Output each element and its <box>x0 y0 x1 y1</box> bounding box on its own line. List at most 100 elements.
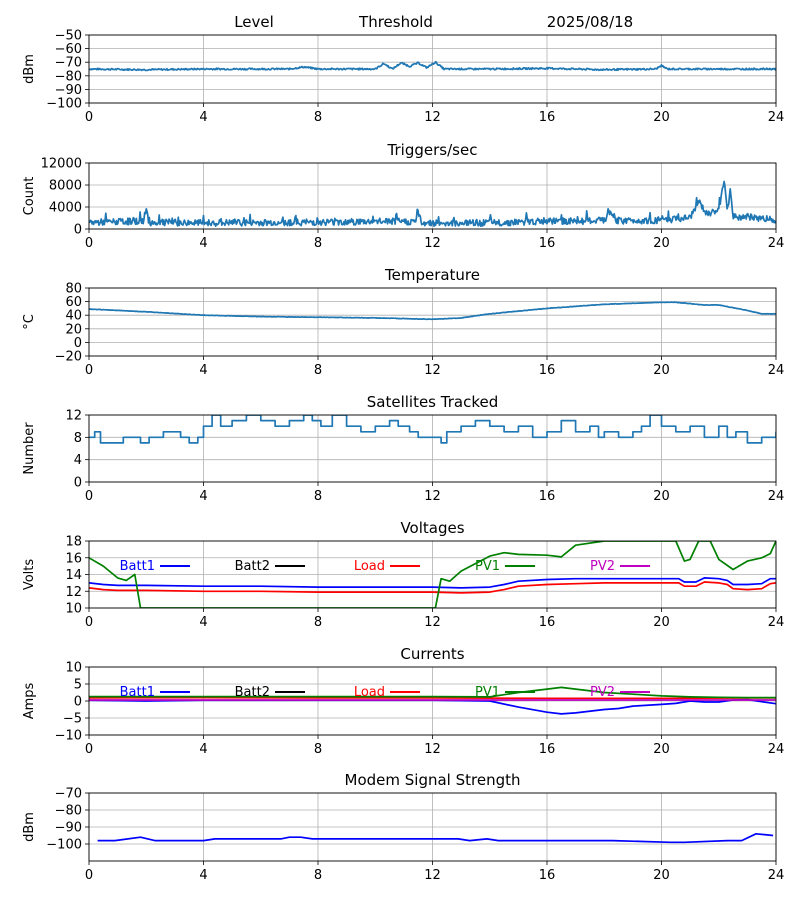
axes-frame <box>88 792 777 862</box>
legend-label: Batt2 <box>235 685 270 700</box>
chart-panel-6: 0 4 8 12 16 20 24 −100 −90 −80 −70 Modem Signal Str… <box>22 771 784 883</box>
x-tick-label: 8 <box>314 489 322 504</box>
x-tick-label: 20 <box>653 236 670 251</box>
y-tick-label: 60 <box>65 295 82 310</box>
axes-frame <box>88 287 777 357</box>
x-tick-label: 4 <box>199 489 207 504</box>
legend-label: PV2 <box>590 685 615 700</box>
y-tick-label: −100 <box>46 838 82 853</box>
legend-label: PV2 <box>590 559 615 574</box>
series-line-modem <box>97 832 774 844</box>
chart-panel-3: 0 4 8 12 16 20 24 0 4 8 12 Satellites Tracked Number <box>22 393 784 504</box>
series-line-load <box>89 581 776 594</box>
x-tick-label: 0 <box>85 363 93 378</box>
x-tick-label: 8 <box>314 110 322 125</box>
x-tick-label: 24 <box>768 489 785 504</box>
axes-frame <box>88 414 777 483</box>
chart-panel-0: 0 4 8 12 16 20 24 −100−90−80−70−60−50 dBm <box>22 29 784 126</box>
y-tick-label: 8000 <box>49 179 82 194</box>
legend-label: Batt1 <box>120 559 155 574</box>
x-tick-label: 12 <box>424 489 441 504</box>
y-axis-label: Number <box>22 422 37 475</box>
x-tick-label: 8 <box>314 363 322 378</box>
chart-title: Temperature <box>384 266 480 284</box>
chart-title: Satellites Tracked <box>367 393 498 411</box>
y-axis-label: Amps <box>22 682 37 719</box>
legend-label: Load <box>354 685 385 700</box>
x-tick-label: 16 <box>539 236 556 251</box>
y-tick-label: 80 <box>65 282 82 297</box>
x-tick-label: 20 <box>653 110 670 125</box>
x-tick-label: 20 <box>653 868 670 883</box>
x-tick-label: 24 <box>768 868 785 883</box>
x-tick-label: 12 <box>424 236 441 251</box>
x-tick-label: 4 <box>199 363 207 378</box>
y-tick-label: −70 <box>55 56 82 71</box>
y-tick-label: −10 <box>55 729 82 744</box>
y-tick-label: 0 <box>74 223 82 238</box>
y-tick-label: −90 <box>55 821 82 836</box>
x-tick-label: 16 <box>539 868 556 883</box>
y-tick-label: 12 <box>65 585 82 600</box>
x-tick-label: 24 <box>768 615 785 630</box>
y-tick-label: −70 <box>55 787 82 802</box>
x-tick-label: 20 <box>653 489 670 504</box>
x-tick-label: 24 <box>768 236 785 251</box>
series-line-data <box>89 180 776 228</box>
y-tick-label: −50 <box>55 29 82 44</box>
y-tick-label: −90 <box>55 83 82 98</box>
x-tick-label: 4 <box>199 615 207 630</box>
header-date-label: 2025/08/18 <box>547 13 633 31</box>
y-axis-label: Volts <box>22 559 37 591</box>
y-axis-label: dBm <box>22 812 37 842</box>
y-tick-label: 12 <box>65 409 82 424</box>
x-tick-label: 0 <box>85 236 93 251</box>
series-line-data <box>89 415 776 444</box>
x-tick-label: 4 <box>199 110 207 125</box>
y-tick-label: 4000 <box>49 201 82 216</box>
chart-panel-1: 0 4 8 12 16 20 24 0 4000 8000 12000 Triggers/sec Cou… <box>22 141 784 251</box>
series-line-pv1 <box>89 686 776 699</box>
x-tick-label: 24 <box>768 363 785 378</box>
y-tick-label: 4 <box>74 453 82 468</box>
y-tick-label: −60 <box>55 42 82 57</box>
series-line-data <box>89 301 776 321</box>
x-tick-label: 20 <box>653 742 670 757</box>
x-tick-label: 12 <box>424 110 441 125</box>
y-tick-label: 0 <box>74 695 82 710</box>
x-tick-label: 4 <box>199 236 207 251</box>
axes-frame <box>88 666 777 736</box>
x-tick-label: 8 <box>314 868 322 883</box>
x-tick-label: 16 <box>539 615 556 630</box>
y-axis-label: dBm <box>22 54 37 84</box>
x-tick-label: 12 <box>424 363 441 378</box>
axes-frame <box>88 34 777 104</box>
series-line-pv1 <box>89 541 776 608</box>
y-tick-label: −20 <box>55 350 82 365</box>
x-tick-label: 0 <box>85 868 93 883</box>
y-tick-label: 0 <box>74 476 82 491</box>
x-tick-label: 24 <box>768 742 785 757</box>
x-tick-label: 8 <box>314 236 322 251</box>
chart-title: Modem Signal Strength <box>345 771 521 789</box>
x-tick-label: 24 <box>768 110 785 125</box>
y-tick-label: 40 <box>65 309 82 324</box>
x-tick-label: 16 <box>539 363 556 378</box>
x-tick-label: 12 <box>424 615 441 630</box>
series-line-load <box>89 696 776 700</box>
x-tick-label: 16 <box>539 489 556 504</box>
x-tick-label: 8 <box>314 615 322 630</box>
legend-label: PV1 <box>475 559 500 574</box>
x-tick-label: 0 <box>85 110 93 125</box>
y-tick-label: 10 <box>65 602 82 617</box>
y-tick-label: 8 <box>74 431 82 446</box>
y-tick-label: 0 <box>74 336 82 351</box>
header-threshold-label: Threshold <box>358 13 433 31</box>
y-tick-label: −5 <box>63 712 82 727</box>
x-tick-label: 8 <box>314 742 322 757</box>
chart-title: Voltages <box>400 519 464 537</box>
y-tick-label: 18 <box>65 535 82 550</box>
